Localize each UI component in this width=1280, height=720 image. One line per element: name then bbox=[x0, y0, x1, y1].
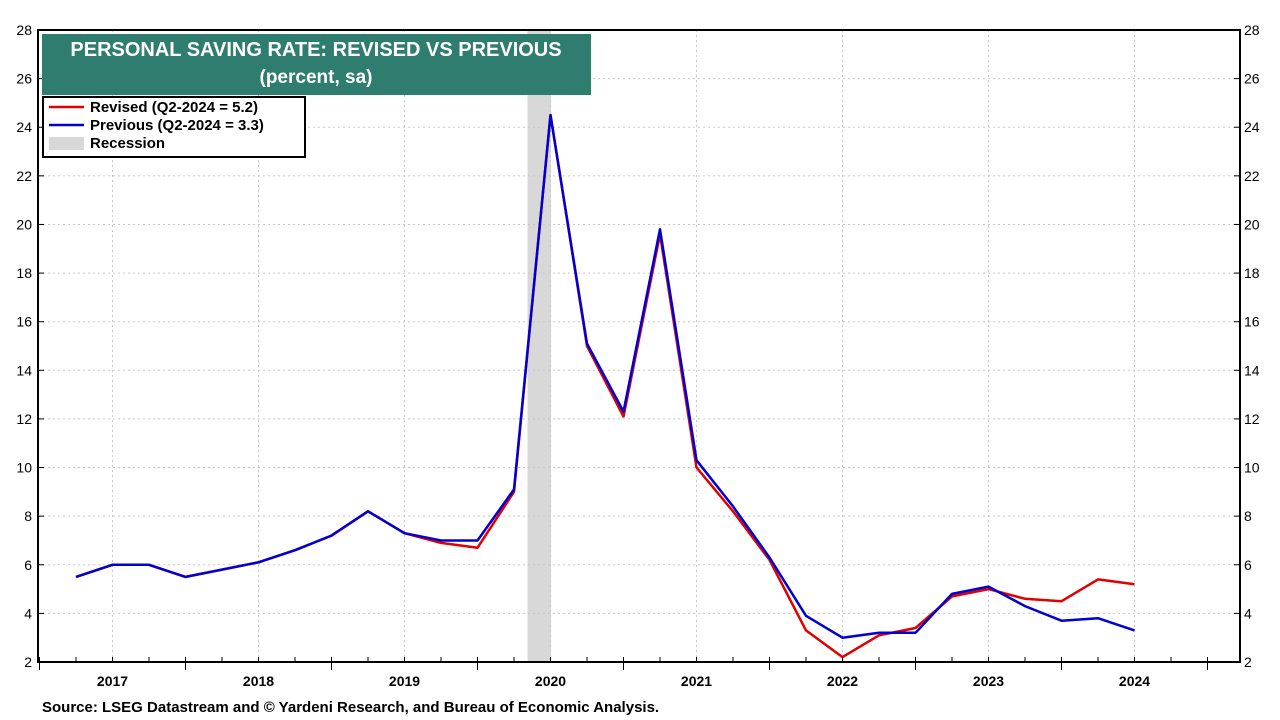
y-tick-label-left: 6 bbox=[24, 557, 32, 573]
legend: Revised (Q2-2024 = 5.2) Previous (Q2-202… bbox=[42, 96, 306, 158]
y-tick-label-right: 20 bbox=[1244, 216, 1260, 232]
y-tick-label-left: 28 bbox=[16, 22, 32, 38]
y-tick-label-left: 16 bbox=[16, 314, 32, 330]
y-tick-label-right: 12 bbox=[1244, 411, 1260, 427]
plot-frame bbox=[37, 29, 1241, 663]
source-note: Source: LSEG Datastream and © Yardeni Re… bbox=[42, 699, 659, 716]
y-tick-label-left: 2 bbox=[24, 654, 32, 670]
y-tick-label-left: 4 bbox=[24, 605, 32, 621]
x-tick-label: 2021 bbox=[681, 673, 712, 689]
x-tick-label: 2019 bbox=[389, 673, 420, 689]
legend-label-recession: Recession bbox=[90, 135, 165, 152]
legend-label-previous: Previous (Q2-2024 = 3.3) bbox=[90, 117, 264, 134]
y-tick-label-left: 8 bbox=[24, 508, 32, 524]
x-tick-label: 2017 bbox=[97, 673, 128, 689]
y-tick-label-right: 14 bbox=[1244, 362, 1260, 378]
x-tick-label: 2022 bbox=[827, 673, 858, 689]
y-tick-label-right: 22 bbox=[1244, 168, 1260, 184]
y-tick-label-left: 24 bbox=[16, 119, 32, 135]
horizontal-gridlines bbox=[38, 78, 1240, 614]
y-tick-label-left: 12 bbox=[16, 411, 32, 427]
x-tick-label: 2024 bbox=[1119, 673, 1150, 689]
y-tick-label-right: 10 bbox=[1244, 460, 1260, 476]
chart-title: PERSONAL SAVING RATE: REVISED VS PREVIOU… bbox=[70, 39, 561, 61]
y-tick-label-right: 6 bbox=[1244, 557, 1252, 573]
x-axis: 2017 2018 2019 2020 2021 2022 2023 2024 bbox=[39, 657, 1208, 689]
y-tick-label-right: 2 bbox=[1244, 654, 1252, 670]
y-tick-label-right: 28 bbox=[1244, 22, 1260, 38]
x-tick-label: 2018 bbox=[243, 673, 274, 689]
legend-box bbox=[42, 96, 306, 158]
y-tick-label-right: 24 bbox=[1244, 119, 1260, 135]
y-tick-label-left: 22 bbox=[16, 168, 32, 184]
recession-shading bbox=[527, 30, 551, 662]
y-tick-label-left: 14 bbox=[16, 362, 32, 378]
title-box bbox=[42, 34, 591, 95]
x-tick-label: 2020 bbox=[535, 673, 566, 689]
x-tick-label: 2023 bbox=[973, 673, 1004, 689]
y-tick-label-right: 8 bbox=[1244, 508, 1252, 524]
y-tick-label-right: 4 bbox=[1244, 605, 1252, 621]
y-tick-label-right: 26 bbox=[1244, 71, 1260, 87]
y-tick-label-right: 16 bbox=[1244, 314, 1260, 330]
y-tick-label-left: 18 bbox=[16, 265, 32, 281]
y-tick-label-left: 20 bbox=[16, 216, 32, 232]
legend-label-revised: Revised (Q2-2024 = 5.2) bbox=[90, 99, 258, 116]
legend-swatch-recession bbox=[49, 137, 84, 150]
series-line-previous bbox=[75, 113, 1135, 639]
chart-subtitle: (percent, sa) bbox=[260, 67, 373, 88]
y-tick-label-right: 18 bbox=[1244, 265, 1260, 281]
y-tick-label-left: 10 bbox=[16, 460, 32, 476]
y-tick-label-left: 26 bbox=[16, 71, 32, 87]
